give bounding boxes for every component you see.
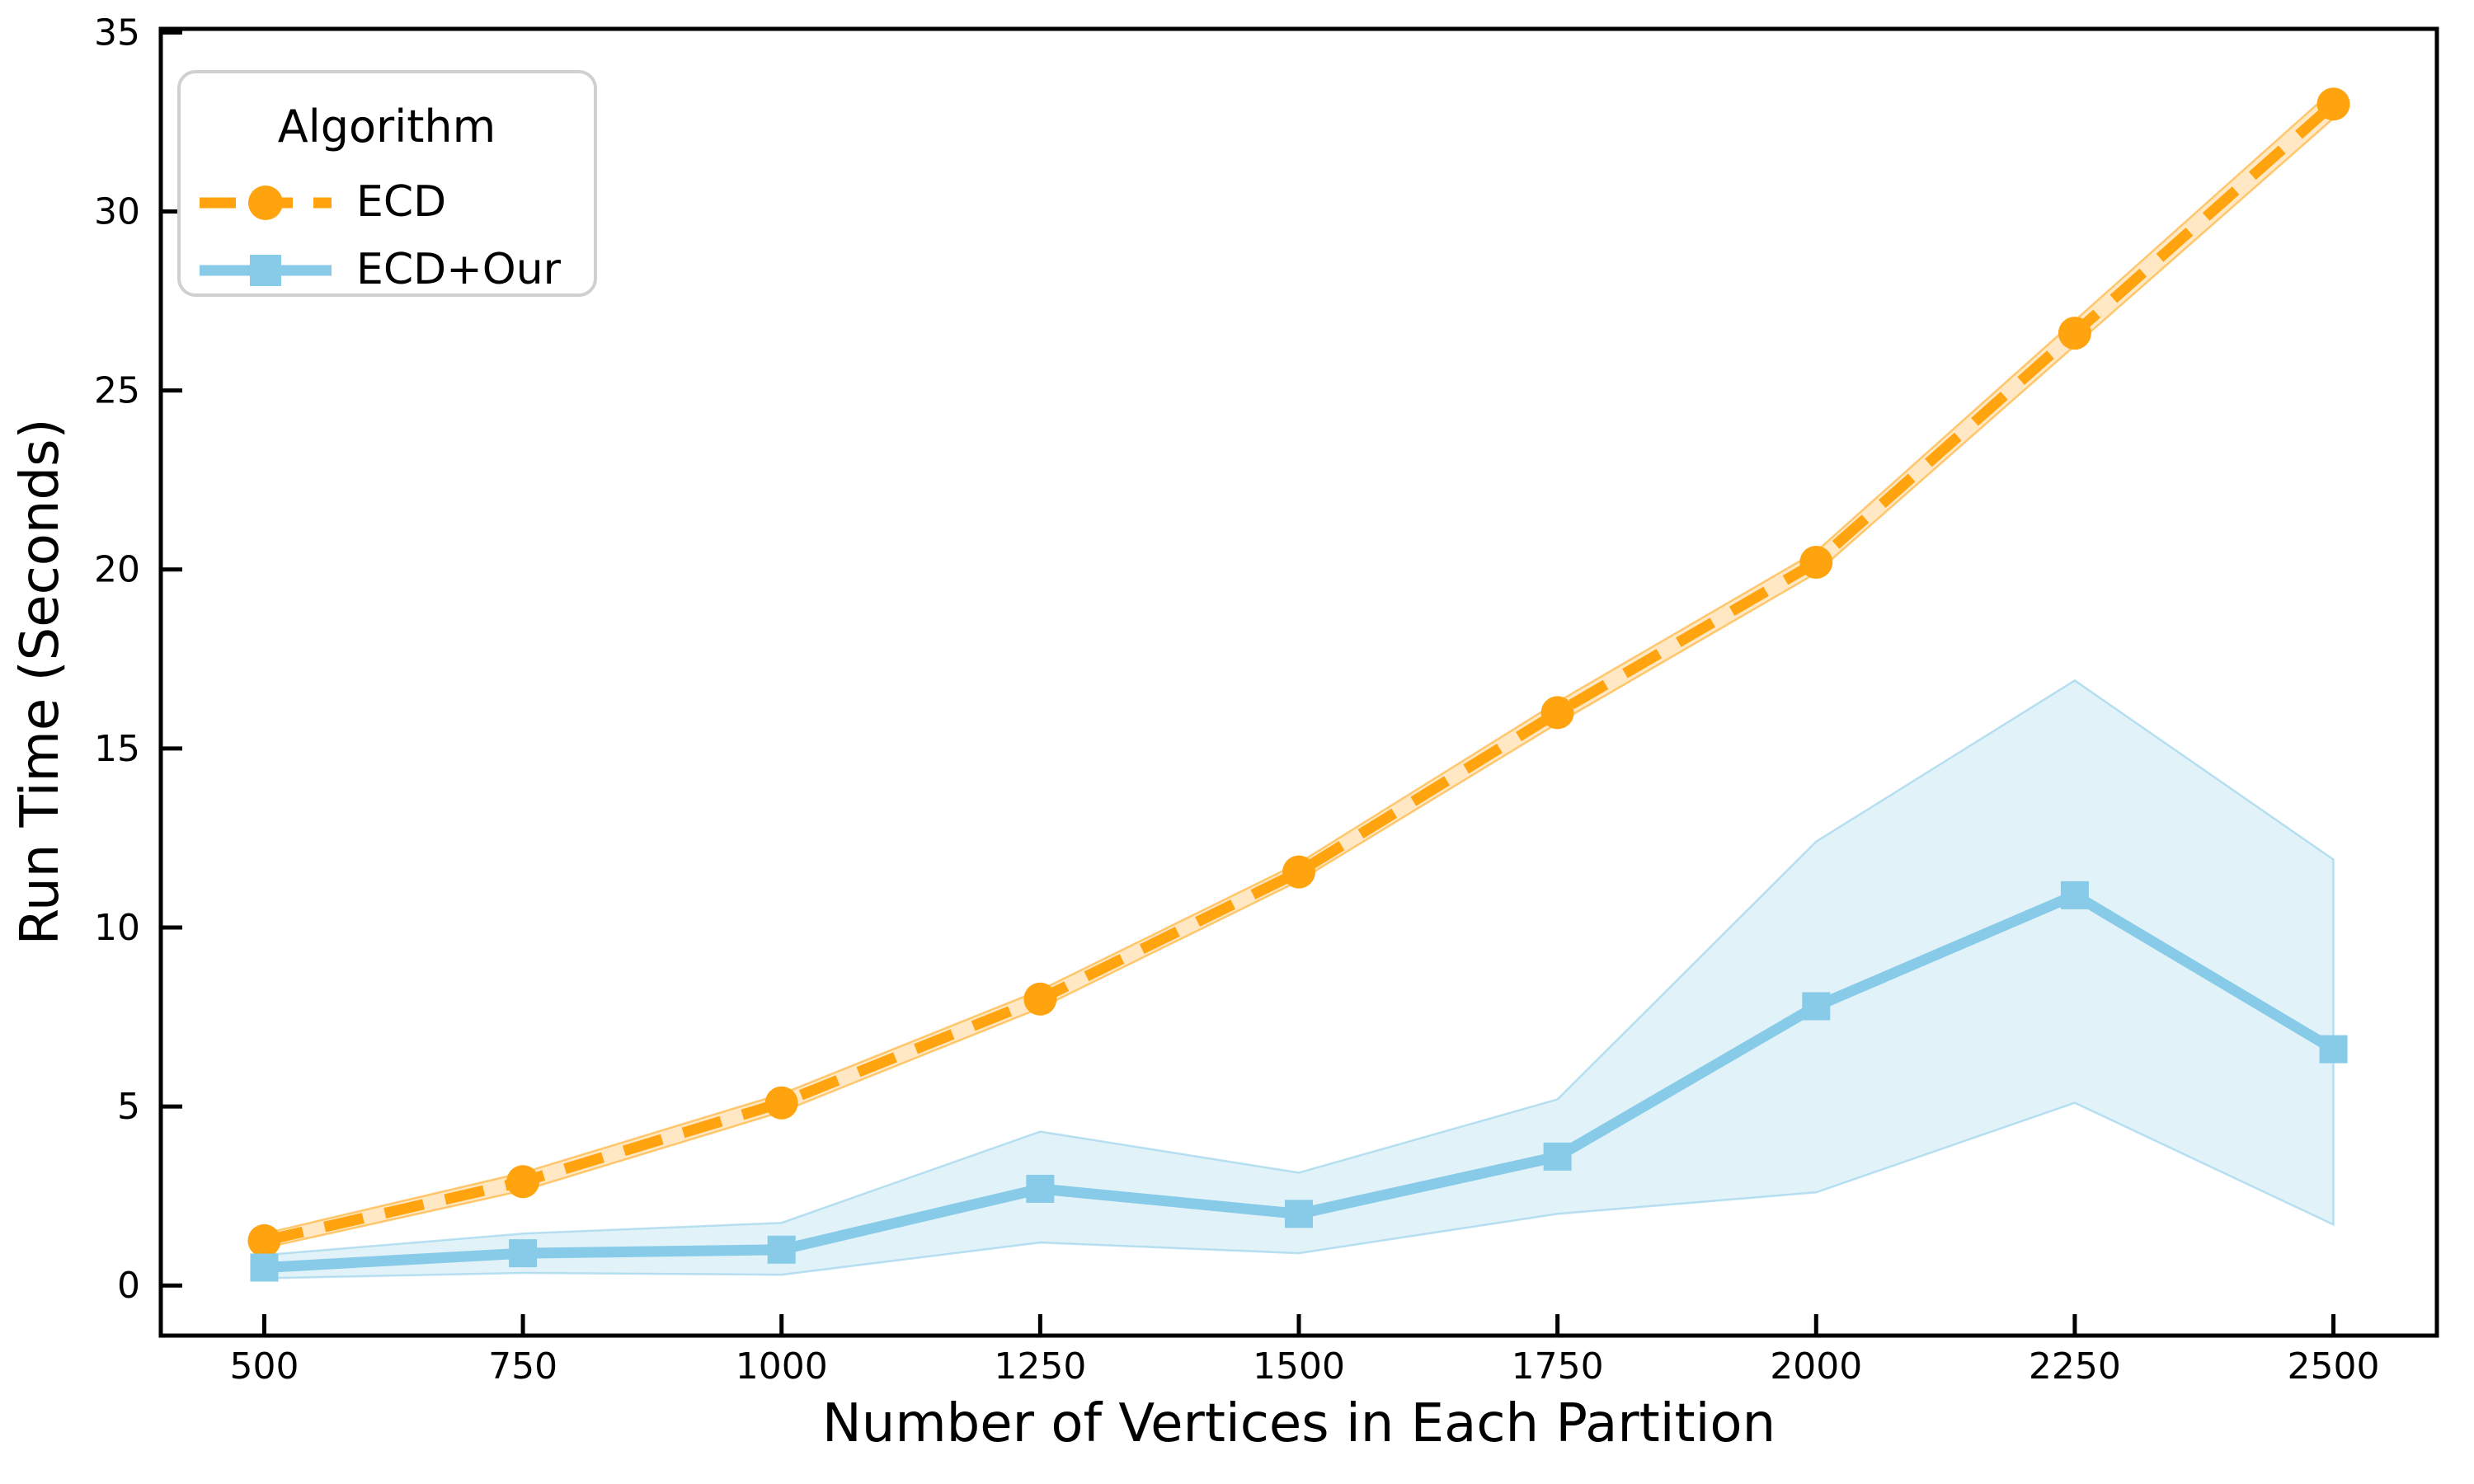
ecd-our-data-point — [1285, 1200, 1313, 1228]
y-tick-label: 25 — [94, 370, 140, 412]
ecd-data-point — [2058, 317, 2091, 350]
x-tick-label: 750 — [488, 1345, 557, 1388]
ecd-our-confidence-band — [263, 679, 2335, 1280]
ecd-our-data-point — [1026, 1174, 1055, 1203]
ecd-data-point — [506, 1165, 540, 1199]
ecd-data-point — [1799, 546, 1833, 580]
ecd-our-data-point — [250, 1253, 279, 1282]
x-tick-label: 1000 — [736, 1345, 828, 1388]
legend-label-ecd: ECD — [356, 177, 446, 227]
ecd-data-point — [247, 1223, 281, 1257]
y-tick-label: 0 — [117, 1265, 140, 1307]
y-tick-label: 5 — [117, 1086, 140, 1128]
legend-title: Algorithm — [278, 101, 496, 153]
x-tick-label: 500 — [229, 1345, 299, 1388]
ecd-our-data-point — [1543, 1142, 1572, 1171]
ecd-line — [263, 100, 2337, 1247]
ecd-our-data-point — [1802, 992, 1831, 1021]
legend-samples — [200, 186, 332, 286]
legend-label-ecd-our: ECD+Our — [356, 245, 562, 294]
ecd-data-point — [1023, 982, 1057, 1016]
x-tick-label: 2500 — [2288, 1345, 2380, 1388]
x-tick-label: 2000 — [1770, 1345, 1862, 1388]
x-tick-label: 1250 — [994, 1345, 1086, 1388]
legend-box — [177, 70, 597, 297]
ecd-data-point — [764, 1086, 798, 1120]
y-tick-label: 35 — [94, 12, 140, 54]
y-tick-label: 30 — [94, 190, 140, 232]
ecd-our-data-point — [767, 1235, 796, 1264]
ecd-data-point — [1282, 855, 1315, 889]
axes-layer: 500 750 1000 1250 1500 1750 2000 2250 2500 0 5 10 15… — [94, 12, 2439, 1388]
legend: Algorithm ECD ECD+Our — [177, 70, 597, 297]
x-tick-label: 1750 — [1512, 1345, 1604, 1388]
legend-ecd-our-sample-marker — [250, 255, 281, 286]
x-tick-label: 2250 — [2029, 1345, 2121, 1388]
ecd-our-data-point — [509, 1239, 538, 1268]
ecd-our-data-point — [2319, 1035, 2348, 1064]
ecd-our-data-point — [2060, 881, 2089, 909]
ecd-data-point — [2316, 87, 2350, 121]
y-tick-label: 20 — [94, 549, 140, 591]
ecd-data-point — [1540, 696, 1574, 730]
y-axis-label: Run Time (Seconds) — [10, 419, 71, 946]
x-tick-label: 1500 — [1253, 1345, 1345, 1388]
y-tick-label: 15 — [94, 728, 140, 770]
legend-ecd-sample-marker — [248, 186, 283, 220]
x-axis-label: Number of Vertices in Each Partition — [822, 1393, 1776, 1454]
y-tick-label: 10 — [94, 907, 140, 949]
series-markers-layer — [247, 87, 2350, 1282]
